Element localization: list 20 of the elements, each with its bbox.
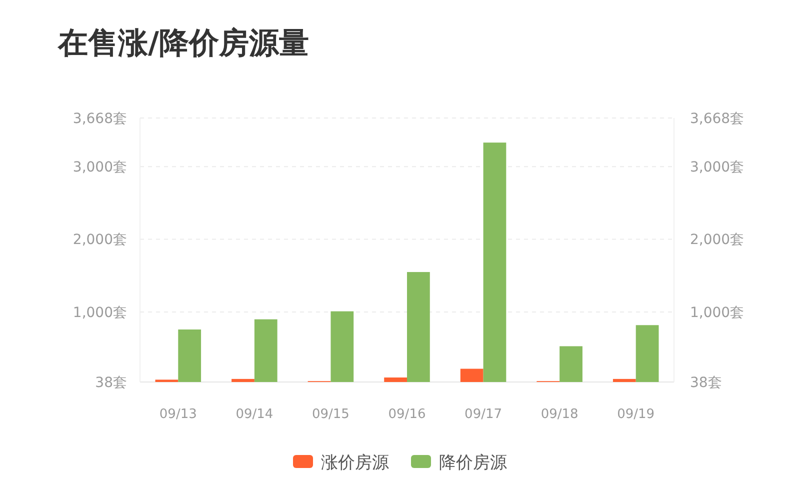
- y-tick-label: 3,000套: [72, 159, 127, 176]
- legend-label: 涨价房源: [321, 453, 389, 473]
- x-tick-label: 09/19: [617, 407, 655, 422]
- x-tick-label: 09/15: [312, 407, 350, 422]
- y2-tick-label: 3,668套: [690, 110, 744, 127]
- y-tick-label: 3,668套: [72, 110, 127, 127]
- x-tick-label: 09/18: [540, 407, 578, 422]
- x-tick-label: 09/16: [388, 407, 426, 422]
- legend-label: 降价房源: [439, 453, 507, 473]
- y-tick-label: 38套: [95, 374, 127, 391]
- y2-tick-label: 38套: [690, 374, 722, 391]
- x-tick-label: 09/14: [236, 407, 274, 422]
- y-tick-label: 2,000套: [72, 232, 127, 248]
- x-tick-label: 09/13: [159, 407, 197, 422]
- x-tick-label: 09/17: [464, 407, 502, 422]
- y2-tick-label: 1,000套: [690, 304, 744, 321]
- y-tick-label: 1,000套: [72, 304, 127, 321]
- chart-title: 在售涨/降价房源量: [57, 26, 309, 61]
- y2-tick-label: 3,000套: [690, 159, 744, 176]
- y2-tick-label: 2,000套: [690, 232, 744, 248]
